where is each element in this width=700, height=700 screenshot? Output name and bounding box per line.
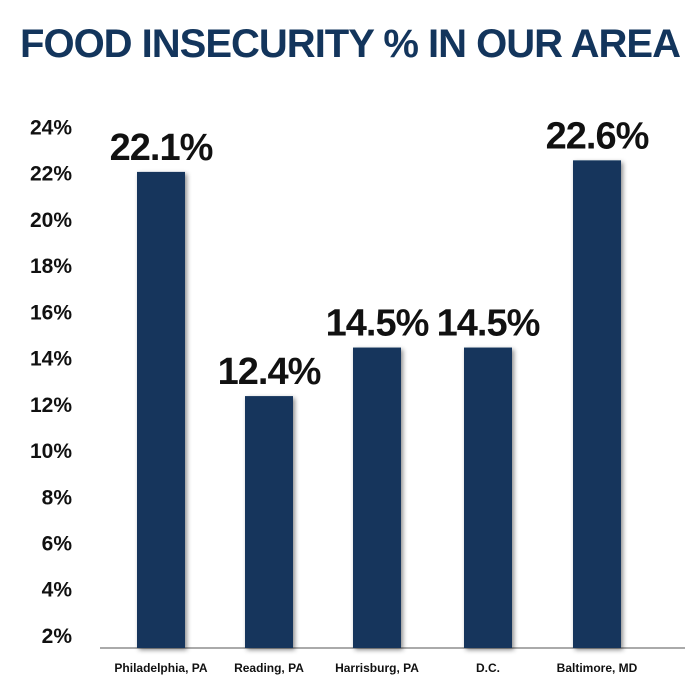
- bars: [137, 160, 621, 648]
- y-tick-label: 18%: [30, 255, 72, 278]
- y-tick-label: 2%: [42, 625, 73, 648]
- y-tick-label: 10%: [30, 440, 72, 463]
- bar: [573, 160, 621, 648]
- y-tick-label: 16%: [30, 301, 72, 324]
- y-tick-label: 8%: [42, 486, 73, 509]
- x-tick-label: Baltimore, MD: [557, 661, 638, 675]
- x-tick-label: Harrisburg, PA: [335, 661, 419, 675]
- y-tick-label: 12%: [30, 394, 72, 417]
- data-label: 12.4%: [218, 351, 321, 393]
- y-tick-label: 6%: [42, 533, 73, 556]
- data-label: 14.5%: [437, 303, 540, 345]
- y-tick-label: 24%: [30, 117, 72, 140]
- chart-title: FOOD INSECURITY % IN OUR AREA: [20, 22, 681, 66]
- y-tick-label: 4%: [42, 579, 73, 602]
- y-tick-label: 22%: [30, 163, 72, 186]
- y-tick-label: 14%: [30, 348, 72, 371]
- data-label: 22.1%: [110, 127, 213, 169]
- x-axis-ticks: Philadelphia, PA Reading, PA Harrisburg, P…: [114, 661, 637, 675]
- data-labels: 22.1%12.4%14.5% 14.5%22.6%: [110, 115, 650, 393]
- bar: [137, 171, 185, 648]
- data-label: 14.5%: [326, 303, 429, 345]
- y-axis-ticks: 2% 4% 6% 8% 10% 12% 14% 16% 18% 20% 22% 24%: [30, 117, 72, 648]
- bar: [464, 347, 512, 648]
- y-tick-label: 20%: [30, 209, 72, 232]
- x-tick-label: Reading, PA: [234, 661, 304, 675]
- data-label: 22.6%: [546, 115, 649, 157]
- bar: [245, 396, 293, 648]
- x-tick-label: Philadelphia, PA: [114, 661, 207, 675]
- x-tick-label: D.C.: [476, 661, 500, 675]
- bar: [353, 347, 401, 648]
